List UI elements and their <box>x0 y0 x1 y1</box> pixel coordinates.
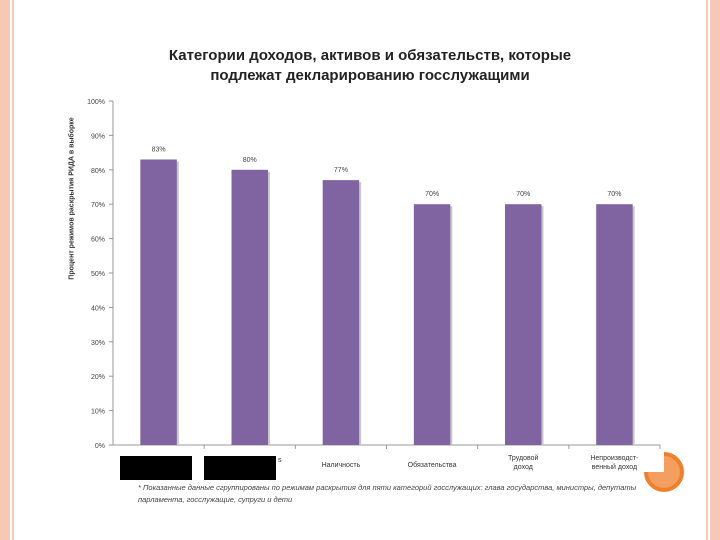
y-tick-label: 90% <box>91 133 105 140</box>
bar <box>505 204 542 445</box>
chart-title: Категории доходов, активов и обязательст… <box>110 46 630 86</box>
x-tick-label-line: Обязательства <box>408 461 457 469</box>
x-tick-label: Наличность <box>322 462 361 469</box>
bar-value-label: 70% <box>516 191 530 198</box>
slide-frame-left <box>0 0 10 540</box>
redacted-label-1 <box>120 456 192 480</box>
bar-value-label: 83% <box>152 146 166 153</box>
x-tick-label: Обязательства <box>408 461 457 469</box>
y-tick-label: 40% <box>91 305 105 312</box>
x-tick-label: s <box>278 457 282 464</box>
slide-frame-right <box>710 0 720 540</box>
y-tick-label: 60% <box>91 237 105 244</box>
y-tick-label: 50% <box>91 271 105 278</box>
y-tick-label: 20% <box>91 374 105 381</box>
y-tick-label: 80% <box>91 168 105 175</box>
bar-value-label: 70% <box>607 191 621 198</box>
bar <box>231 169 268 446</box>
y-tick-label: 70% <box>91 202 105 209</box>
x-tick-label-line: Наличность <box>322 462 361 469</box>
chart-title-line-1: Категории доходов, активов и обязательст… <box>168 47 572 64</box>
bar <box>413 204 451 445</box>
bar <box>596 204 633 445</box>
footnote: * Показанные данные сгруппированы по реж… <box>138 483 637 504</box>
y-tick-label: 10% <box>91 409 105 416</box>
x-tick-label-line: Трудовой <box>508 454 538 462</box>
x-tick-label: Непроизводст-венный доход <box>590 455 639 471</box>
x-tick-label-line: венный доход <box>592 463 637 471</box>
bar-value-label: 70% <box>425 191 439 198</box>
y-tick-label: 100% <box>87 99 105 106</box>
x-tick-label: Трудовой доход <box>508 454 538 471</box>
bar <box>140 159 177 446</box>
slide-frame-left-line <box>12 0 14 540</box>
y-tick-label: 30% <box>91 340 105 347</box>
slide-frame-right-line <box>706 0 708 540</box>
y-tick-label: 0% <box>95 443 105 450</box>
redacted-label-2 <box>204 456 276 480</box>
x-tick-label-line: Непроизводст- <box>590 455 639 462</box>
bar <box>322 180 360 445</box>
corner-decoration-icon <box>644 452 684 492</box>
chart-title-line-2: подлежат декларированию госслужащими <box>210 67 530 84</box>
bar-value-label: 80% <box>243 157 257 164</box>
bar-value-label: 77% <box>334 167 348 174</box>
x-tick-label-line: доход <box>514 464 533 471</box>
